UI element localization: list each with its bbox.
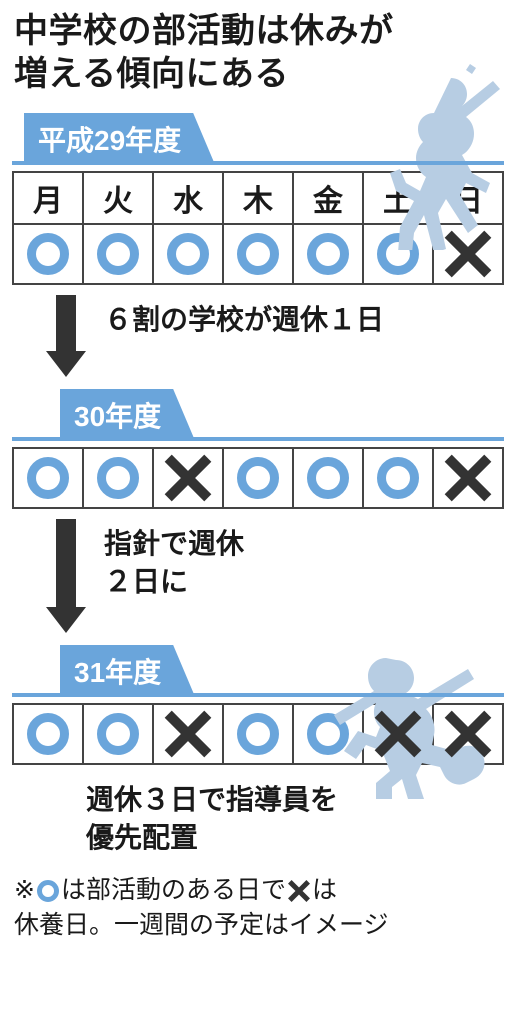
- schedule-cell: [154, 449, 224, 507]
- footnote: ※は部活動のある日では休養日。一週間の予定はイメージ: [0, 867, 516, 961]
- year-label: 30年度: [60, 389, 195, 441]
- day-header-cell: 金: [294, 173, 364, 223]
- day-header-cell: 土: [364, 173, 434, 223]
- circle-icon: [307, 713, 349, 755]
- infographic-title: 中学校の部活動は休みが 増える傾向にある: [0, 0, 516, 101]
- circle-icon: [307, 233, 349, 275]
- schedule-cell: [224, 225, 294, 283]
- year-label: 平成29年度: [24, 113, 215, 165]
- schedule-cell: [14, 705, 84, 763]
- circle-icon: [97, 713, 139, 755]
- down-arrow-icon: [46, 295, 86, 377]
- down-arrow-icon: [46, 519, 86, 633]
- schedule-cell: [294, 705, 364, 763]
- day-header-cell: 火: [84, 173, 154, 223]
- circle-icon: [377, 233, 419, 275]
- year-bar: 平成29年度: [0, 115, 516, 165]
- schedule-cell: [14, 225, 84, 283]
- schedule-cell: [154, 705, 224, 763]
- year-caption: 週休３日で指導員を優先配置: [86, 781, 516, 857]
- schedule-row: [12, 703, 504, 765]
- circle-icon: [237, 457, 279, 499]
- schedule-cell: [154, 225, 224, 283]
- circle-icon: [237, 713, 279, 755]
- circle-icon: [27, 457, 69, 499]
- schedule-cell: [434, 449, 504, 507]
- year-bar: 31年度: [0, 647, 516, 697]
- schedule-cell: [434, 225, 504, 283]
- schedule-cell: [364, 705, 434, 763]
- schedule-cell: [14, 449, 84, 507]
- circle-icon: [97, 233, 139, 275]
- cross-icon: [167, 713, 209, 755]
- schedule-cell: [84, 449, 154, 507]
- schedule-cell: [84, 705, 154, 763]
- schedule-cell: [294, 449, 364, 507]
- year-bar: 30年度: [0, 391, 516, 441]
- schedule-cell: [364, 449, 434, 507]
- day-header-cell: 木: [224, 173, 294, 223]
- schedule-cell: [84, 225, 154, 283]
- circle-icon: [377, 457, 419, 499]
- circle-icon: [27, 233, 69, 275]
- circle-icon: [37, 880, 59, 902]
- arrow-caption-block: ６割の学校が週休１日: [0, 295, 516, 377]
- schedule-cell: [434, 705, 504, 763]
- cross-icon: [447, 713, 489, 755]
- schedule-cell: [224, 449, 294, 507]
- day-header-cell: 水: [154, 173, 224, 223]
- year-caption: ６割の学校が週休１日: [104, 295, 384, 339]
- schedule-cell: [294, 225, 364, 283]
- schedule-row: [12, 225, 504, 285]
- schedule-row: [12, 447, 504, 509]
- circle-icon: [307, 457, 349, 499]
- cross-icon: [447, 457, 489, 499]
- circle-icon: [97, 457, 139, 499]
- schedule-cell: [364, 225, 434, 283]
- day-header-cell: 日: [434, 173, 504, 223]
- circle-icon: [167, 233, 209, 275]
- day-header-cell: 月: [14, 173, 84, 223]
- cross-icon: [167, 457, 209, 499]
- year-label: 31年度: [60, 645, 195, 697]
- arrow-caption-block: 指針で週休２日に: [0, 519, 516, 633]
- day-header-row: 月火水木金土日: [12, 171, 504, 225]
- circle-icon: [27, 713, 69, 755]
- cross-icon: [447, 233, 489, 275]
- cross-icon: [288, 880, 310, 902]
- year-caption: 指針で週休２日に: [104, 519, 244, 601]
- circle-icon: [237, 233, 279, 275]
- schedule-cell: [224, 705, 294, 763]
- cross-icon: [377, 713, 419, 755]
